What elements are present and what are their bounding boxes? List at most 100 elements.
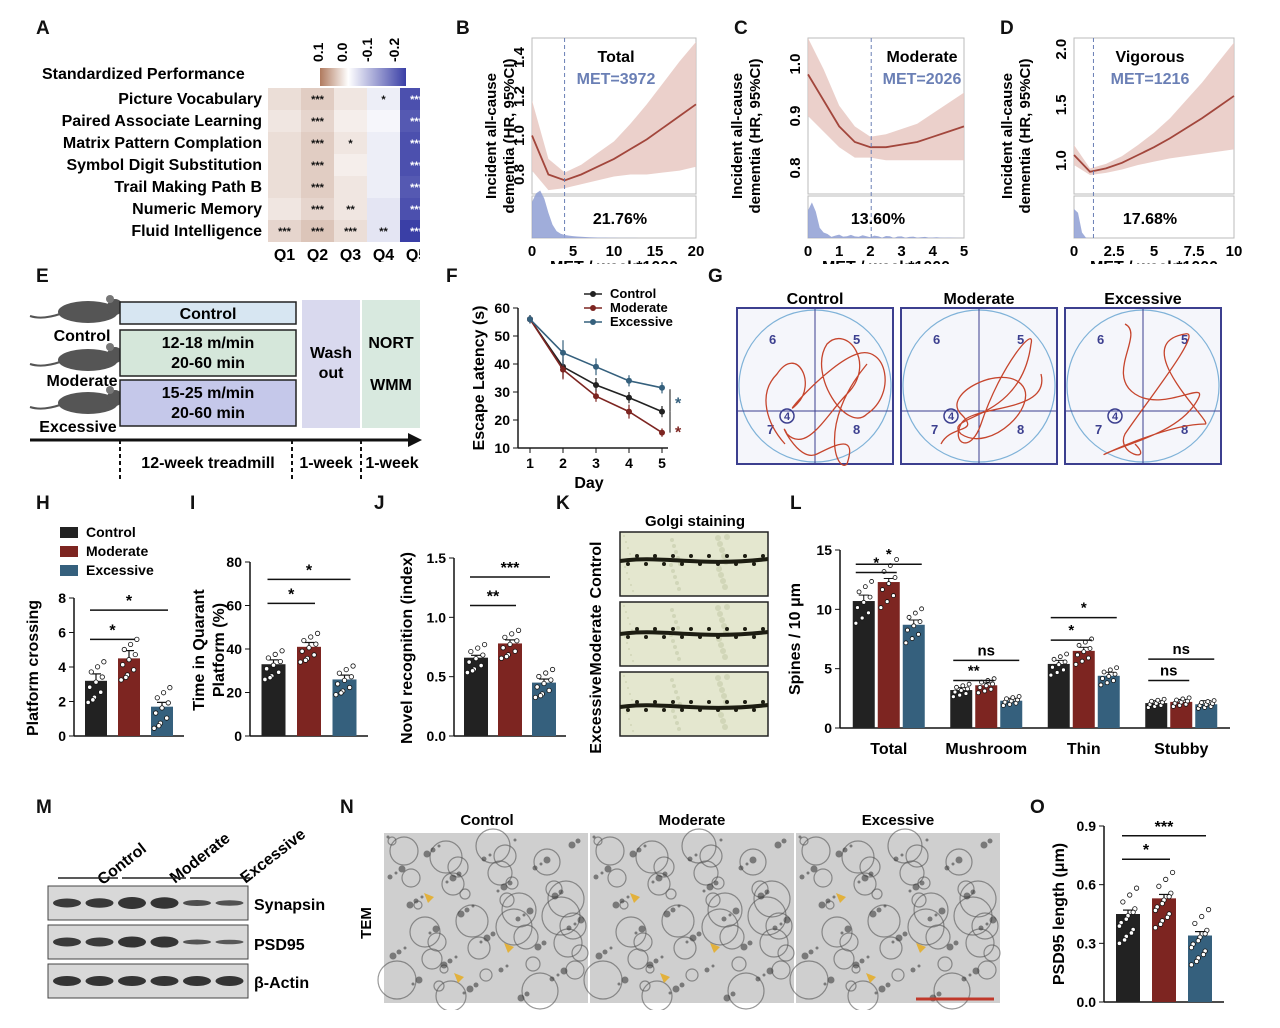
platform-crossing-chart: 0 2 4 6 8 * * Platform crossing Control Moderate E…: [25, 524, 184, 744]
data-dot: [982, 688, 988, 694]
data-dot: [302, 657, 309, 663]
data-dot: [1086, 655, 1091, 661]
mouse-icon-excessive: [29, 386, 123, 414]
pool-title: Moderate: [943, 291, 1014, 308]
data-dot: [950, 694, 956, 700]
data-dot: [1114, 665, 1120, 671]
data-dot: [481, 641, 488, 648]
heatmap-cell: [367, 88, 400, 110]
quadrant-label: 8: [1017, 422, 1024, 437]
heatmap-cell: [400, 132, 420, 154]
l-bar-total: [877, 582, 900, 728]
heatmap-cell: [334, 132, 367, 154]
l-bar-stubby: [1170, 701, 1193, 728]
data-dot: [1076, 642, 1082, 648]
data-dot: [1152, 907, 1159, 914]
data-dot: [1121, 937, 1128, 943]
l-ytick: 10: [816, 601, 832, 617]
protocol-excessive-speed: 15-25 m/min: [162, 385, 254, 402]
panel-label-g: G: [708, 266, 723, 287]
tem-side-label: TEM: [358, 907, 375, 939]
data-dot: [314, 630, 321, 636]
data-dot: [1188, 962, 1195, 968]
synapse-arrow-icon: [836, 893, 846, 903]
data-dot: [475, 645, 481, 651]
data-dot: [1195, 938, 1201, 944]
data-dot: [880, 587, 885, 592]
data-dot: [917, 619, 923, 624]
timeline-arrow: [408, 433, 422, 447]
data-dot: [500, 645, 506, 651]
f-point: [593, 393, 599, 400]
f-point: [626, 394, 632, 401]
data-dot: [909, 636, 915, 641]
data-dot: [853, 620, 859, 626]
heatmap-star: ***: [410, 182, 420, 194]
sig-marker: ***: [501, 560, 520, 577]
data-dot: [502, 634, 508, 640]
data-dot: [1130, 909, 1136, 915]
bar-ytick: 0: [58, 728, 66, 744]
data-dot: [264, 666, 270, 672]
tem-title-moderate: Moderate: [659, 812, 726, 829]
l-category-label: Stubby: [1154, 741, 1208, 758]
data-dot: [90, 697, 96, 703]
colorbar-tick: 0.1: [310, 42, 326, 62]
bar-ytick: 1.0: [427, 609, 447, 625]
data-dot: [1106, 673, 1112, 679]
data-dot: [965, 686, 970, 692]
l-bar-total: [902, 624, 925, 728]
mouse-icon-control: [29, 295, 123, 323]
heatmap-star: ***: [311, 204, 325, 216]
hr-xlabel: MET / week*1000: [550, 259, 678, 264]
swim-path: [940, 338, 1043, 445]
bar-ytick: 80: [226, 554, 242, 570]
data-dot: [1193, 958, 1200, 964]
l-bar-thin: [1047, 663, 1070, 728]
group-label-excessive: Excessive: [39, 419, 117, 436]
data-dot: [856, 589, 862, 595]
data-dot: [272, 651, 278, 657]
heatmap-cell: [400, 110, 420, 132]
hr-title: Vigorous: [1115, 49, 1184, 66]
legend-excessive: Excessive: [86, 562, 154, 578]
f-xtick: 2: [559, 455, 567, 471]
data-dot: [1123, 916, 1129, 922]
bar-ytick: 40: [226, 641, 242, 657]
f-ytick: 10: [494, 440, 510, 456]
tem-image-control: [377, 828, 589, 1010]
data-dot: [1169, 869, 1176, 876]
bar-excessive: [332, 679, 357, 736]
f-point: [659, 384, 665, 391]
data-dot: [975, 690, 981, 696]
data-dot: [1098, 682, 1104, 688]
hr-curve: [531, 103, 697, 182]
heatmap-cell: [334, 198, 367, 220]
data-dot: [891, 593, 896, 598]
hr-xtick: 0: [1070, 243, 1078, 260]
data-dot: [954, 684, 959, 690]
heatmap-star: *: [348, 138, 353, 150]
hr-ylabel: Incident all-cause: [483, 73, 500, 199]
f-point: [659, 429, 665, 436]
blot-strip-actin: [47, 963, 249, 999]
data-dot: [1166, 894, 1172, 900]
data-dot: [1048, 672, 1054, 678]
hr-chart-vigorous: Vigorous MET=1216 17.68% 1.0 1.5 2.0 0 2.5 5 7.5 1…: [1000, 37, 1242, 264]
heatmap-star: *: [381, 94, 386, 106]
hr-xtick: 15: [647, 243, 664, 260]
data-dot: [1064, 651, 1070, 657]
hr-xtick: 0: [804, 243, 812, 260]
quadrant-label: 7: [931, 422, 938, 437]
data-dot: [988, 686, 994, 692]
timeline-treadmill: 12-week treadmill: [141, 455, 274, 472]
svg-text:4: 4: [1112, 411, 1119, 423]
data-dot: [1157, 921, 1164, 927]
data-dot: [279, 648, 285, 654]
protocol-moderate-speed: 12-18 m/min: [162, 335, 254, 352]
data-dot: [313, 641, 319, 647]
spine-density-chart: 0 5 10 15 Spines / 10 μm Total Mushroom Thin Stu…: [787, 542, 1230, 758]
heatmap-cell: [268, 132, 301, 154]
quadrant-label: 7: [1095, 422, 1102, 437]
data-dot: [87, 684, 93, 690]
